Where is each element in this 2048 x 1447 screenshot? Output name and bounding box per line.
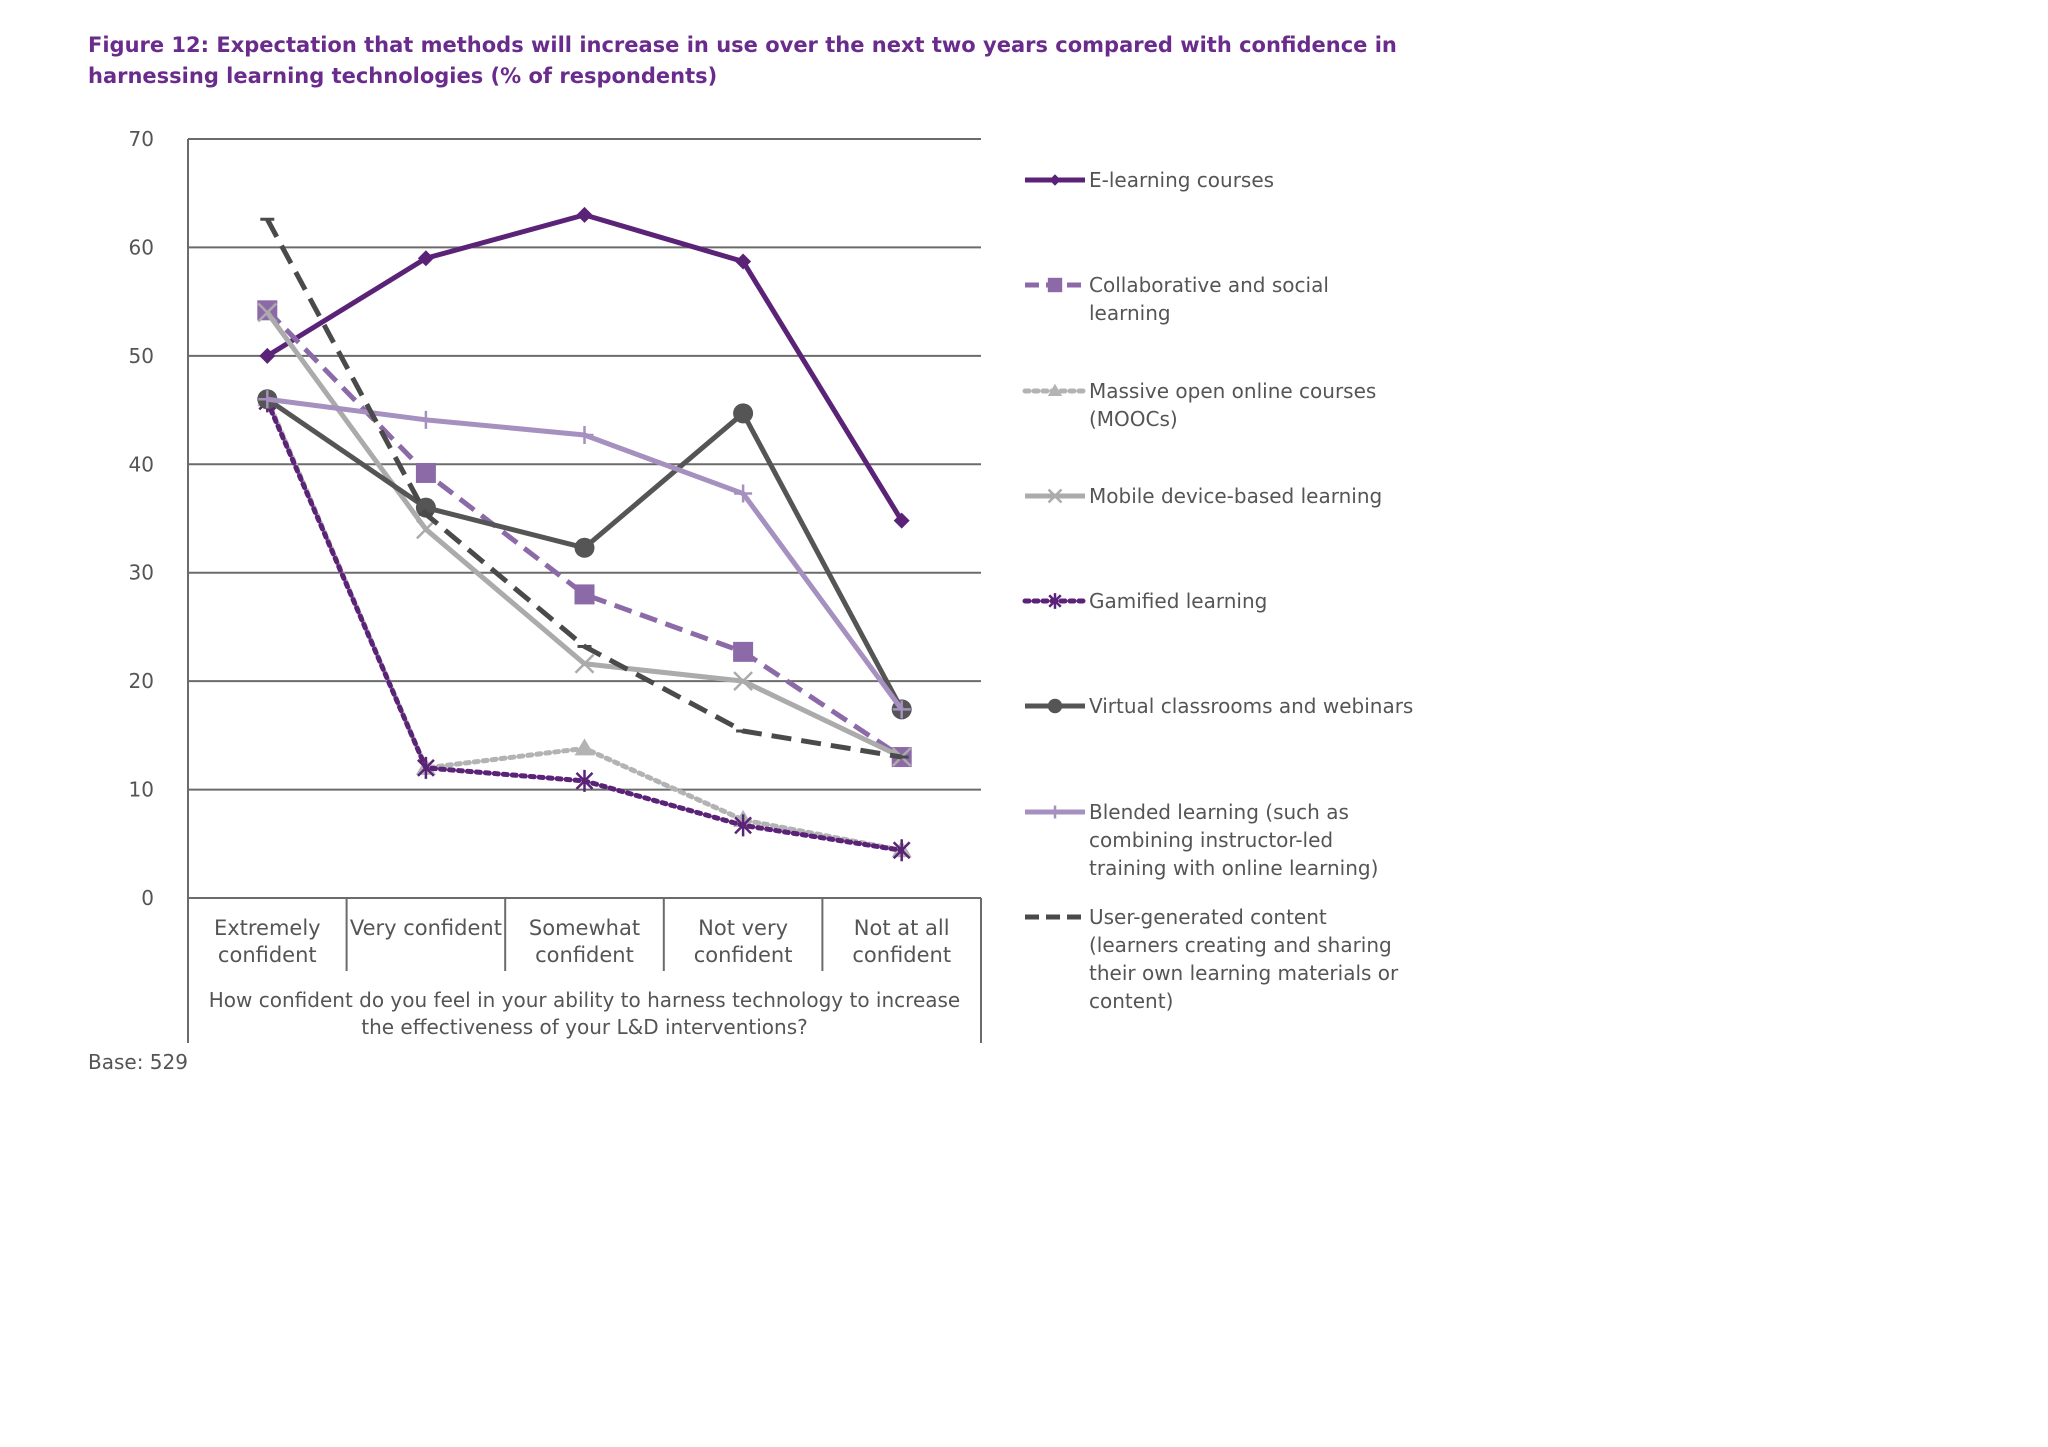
- data-point-marker: [733, 403, 754, 424]
- series-usergenerated: [260, 217, 909, 760]
- data-point-marker: [417, 756, 435, 779]
- base-note: Base: 529: [88, 1050, 188, 1074]
- series-lines: [257, 206, 912, 862]
- data-point-marker: [1047, 698, 1063, 714]
- legend-entry: Virtual classrooms and webinars: [1025, 694, 1413, 718]
- legend-label: Collaborative and social learning: [1089, 273, 1329, 325]
- legend-entry: Blended learning (such as combining instr…: [1025, 800, 1378, 880]
- y-tick-label: 70: [129, 127, 154, 151]
- legend-label: Virtual classrooms and webinars: [1089, 694, 1413, 718]
- data-point-marker: [576, 206, 593, 223]
- y-tick-label: 30: [129, 561, 154, 585]
- data-point-marker: [416, 410, 435, 429]
- x-category-label: Somewhat confident: [529, 916, 640, 967]
- data-point-marker: [1048, 593, 1062, 609]
- x-category-labels: Extremely confident Very confident Somewhat…: [214, 916, 951, 967]
- data-point-marker: [416, 519, 436, 540]
- x-category-label: Extremely confident: [214, 916, 321, 967]
- data-point-marker: [1047, 488, 1063, 504]
- data-point-marker: [417, 250, 434, 267]
- data-point-marker: [257, 302, 278, 323]
- data-point-marker: [734, 484, 753, 503]
- legend-entry: Gamified learning: [1022, 589, 1267, 613]
- data-point-marker: [733, 641, 754, 662]
- data-point-marker: [574, 584, 595, 605]
- data-point-marker: [735, 253, 752, 270]
- chart-title: Figure 12: Expectation that methods will…: [88, 33, 1397, 88]
- legend-label: Mobile device-based learning: [1089, 484, 1382, 508]
- series-line: [265, 212, 904, 522]
- axes: [187, 139, 982, 1043]
- data-point-marker: [1048, 805, 1062, 819]
- legend-entry: Massive open online courses (MOOCs): [1022, 379, 1376, 431]
- legend: E-learning courses Collaborative and soci…: [1022, 168, 1413, 1013]
- x-axis-title: How confident do you feel in your abilit…: [209, 988, 960, 1039]
- legend-entry: Mobile device-based learning: [1025, 484, 1382, 508]
- data-point-marker: [574, 653, 595, 674]
- data-point-marker: [574, 537, 595, 558]
- legend-label: Massive open online courses (MOOCs): [1089, 379, 1376, 431]
- data-point-marker: [733, 671, 753, 692]
- x-category-label: Very confident: [350, 916, 502, 940]
- data-point-marker: [257, 300, 278, 321]
- data-point-marker: [258, 390, 277, 409]
- y-tick-label: 60: [129, 235, 154, 259]
- x-category-label: Not at all confident: [852, 916, 951, 967]
- y-tick-label: 40: [129, 452, 154, 476]
- y-tick-label: 50: [129, 344, 154, 368]
- data-point-marker: [575, 769, 594, 792]
- series-mobile: [257, 302, 912, 767]
- series-collaborative: [257, 300, 912, 768]
- y-tick-label: 20: [129, 669, 154, 693]
- data-point-marker: [734, 814, 752, 837]
- data-point-marker: [1047, 277, 1063, 293]
- legend-entry: User-generated content (learners creating…: [1025, 905, 1399, 1013]
- data-point-marker: [1047, 383, 1063, 397]
- data-point-marker: [415, 497, 436, 518]
- legend-label: Gamified learning: [1089, 589, 1267, 613]
- data-point-marker: [575, 426, 594, 445]
- data-point-marker: [259, 347, 276, 364]
- y-tick-labels: 0 10 20 30 40 50 60 70: [129, 127, 154, 910]
- data-point-marker: [415, 462, 436, 483]
- x-category-label: Not very confident: [694, 916, 793, 967]
- data-point-marker: [892, 700, 911, 719]
- y-tick-label: 10: [129, 778, 154, 802]
- gridlines: [188, 138, 981, 791]
- series-elearning: [259, 206, 910, 529]
- line-chart: 0 10 20 30 40 50 60 70 Extremely confident Very c…: [129, 127, 1413, 1043]
- legend-label: Blended learning (such as combining instr…: [1089, 800, 1378, 880]
- legend-entry: E-learning courses: [1025, 168, 1274, 192]
- legend-label: E-learning courses: [1089, 168, 1274, 192]
- data-point-marker: [893, 512, 910, 529]
- y-tick-label: 0: [141, 886, 154, 910]
- data-point-marker: [1049, 174, 1061, 186]
- legend-entry: Collaborative and social learning: [1025, 273, 1329, 325]
- data-point-marker: [892, 839, 911, 862]
- legend-label: User-generated content (learners creating…: [1089, 905, 1399, 1013]
- data-point-marker: [574, 738, 595, 756]
